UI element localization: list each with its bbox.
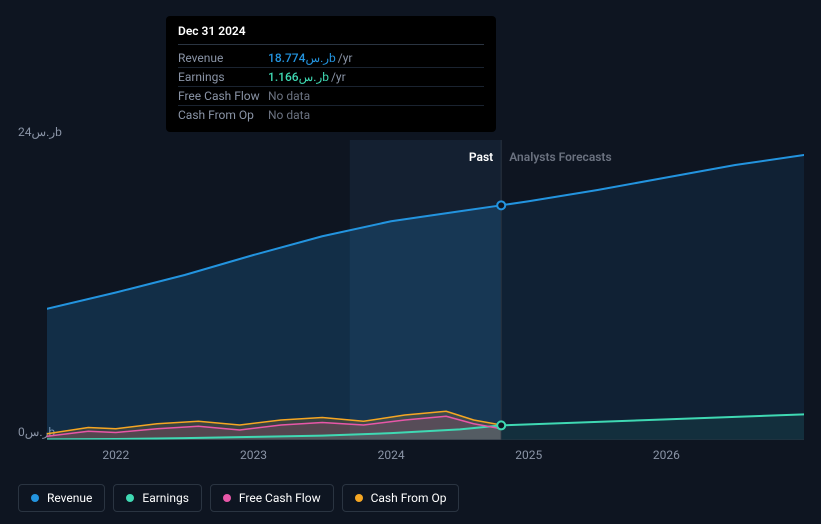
tooltip-row-label: Cash From Op — [178, 108, 268, 122]
legend-item[interactable]: Earnings — [113, 484, 202, 512]
x-axis-tick-label: 2025 — [515, 448, 542, 462]
legend-item-label: Free Cash Flow — [239, 491, 321, 505]
x-axis: 2022 2023 2024 2025 2026 — [47, 448, 804, 468]
split-label-future: Analysts Forecasts — [509, 150, 611, 164]
legend-dot-icon — [223, 494, 231, 502]
x-axis-tick-label: 2022 — [102, 448, 129, 462]
x-axis-tick-label: 2024 — [378, 448, 405, 462]
split-label-past: Past — [47, 150, 493, 164]
chart-tooltip: Dec 31 2024 Revenue18.774ر.سb/yrEarnings… — [166, 16, 496, 132]
legend-dot-icon — [31, 494, 39, 502]
chart-svg — [47, 140, 804, 440]
tooltip-row-value: No data — [268, 89, 484, 103]
legend-item-label: Cash From Op — [371, 491, 447, 505]
legend: Revenue Earnings Free Cash Flow Cash From O… — [18, 484, 459, 512]
tooltip-row-value: No data — [268, 108, 484, 122]
chart-plot-area[interactable] — [47, 140, 804, 440]
legend-item[interactable]: Cash From Op — [342, 484, 460, 512]
tooltip-row-label: Revenue — [178, 51, 268, 65]
tooltip-row-label: Free Cash Flow — [178, 89, 268, 103]
tooltip-row: Revenue18.774ر.سb/yr — [178, 49, 484, 68]
tooltip-title: Dec 31 2024 — [178, 24, 484, 45]
tooltip-row-label: Earnings — [178, 70, 268, 84]
legend-item[interactable]: Revenue — [18, 484, 105, 512]
x-axis-tick-label: 2023 — [240, 448, 267, 462]
tooltip-row: Earnings1.166ر.سb/yr — [178, 68, 484, 87]
legend-item[interactable]: Free Cash Flow — [210, 484, 334, 512]
legend-item-label: Revenue — [47, 491, 92, 505]
y-axis-tick-label: ر.س24b — [18, 125, 62, 139]
tooltip-row: Free Cash FlowNo data — [178, 87, 484, 106]
tooltip-row-value: 1.166ر.سb/yr — [268, 70, 484, 84]
legend-dot-icon — [126, 494, 134, 502]
tooltip-row: Cash From OpNo data — [178, 106, 484, 124]
tooltip-row-value: 18.774ر.سb/yr — [268, 51, 484, 65]
legend-item-label: Earnings — [142, 491, 189, 505]
legend-dot-icon — [355, 494, 363, 502]
x-axis-tick-label: 2026 — [653, 448, 680, 462]
chart-container: Dec 31 2024 Revenue18.774ر.سb/yrEarnings… — [0, 0, 821, 524]
